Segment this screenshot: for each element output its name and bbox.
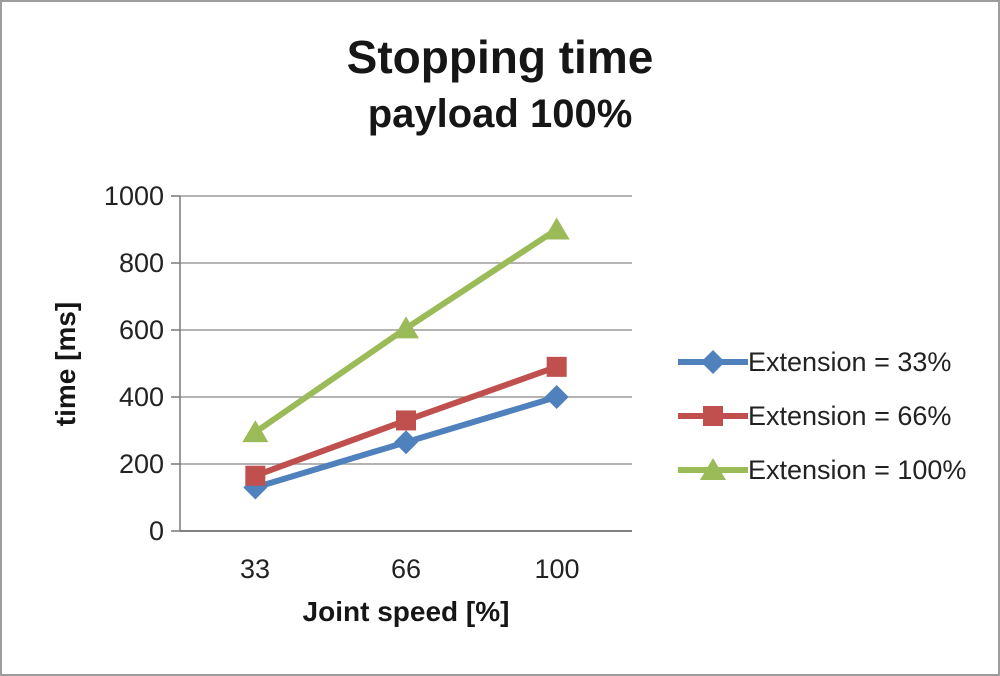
legend-item: Extension = 66% [678,394,966,438]
y-tick-label: 1000 [103,181,164,211]
y-tick-label: 0 [148,516,164,546]
legend-series-marker-icon [678,350,748,374]
chart-subtitle: payload 100% [367,92,633,136]
x-axis-title: Joint speed [%] [302,596,510,627]
legend-label: Extension = 66% [748,400,952,431]
legend-label: Extension = 33% [748,346,952,377]
y-tick-label: 400 [118,382,164,412]
legend: Extension = 33% Extension = 66% Extensio… [678,340,966,492]
x-tick-label: 100 [534,554,580,584]
legend-label: Extension = 100% [748,454,967,485]
y-tick-label: 800 [118,248,164,278]
chart-title: Stopping time [346,31,654,83]
legend-series-marker-icon [678,406,748,426]
legend-series-marker-icon [678,458,748,480]
x-tick-label: 66 [390,554,422,584]
legend-item: Extension = 33% [678,340,966,384]
y-tick-label: 600 [118,315,164,345]
x-tick-label: 33 [239,554,271,584]
y-tick-label: 200 [118,449,164,479]
y-axis-title: time [ms] [50,301,81,427]
legend-item: Extension = 100% [678,448,966,492]
